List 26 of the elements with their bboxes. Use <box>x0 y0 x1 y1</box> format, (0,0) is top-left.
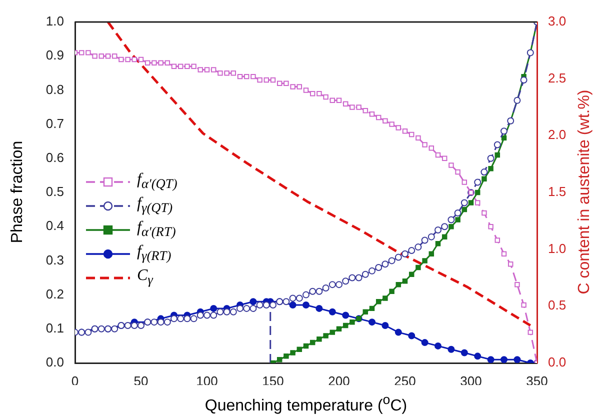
y-tick-label: 1.0 <box>46 14 64 29</box>
y-tick-label: 0.0 <box>46 354 64 370</box>
y-tick-label: 0.2 <box>46 286 64 302</box>
y-tick-label: 0.7 <box>46 116 64 131</box>
y-tick-label: 0.1 <box>46 320 64 336</box>
y-tick-label: 0.3 <box>46 252 64 268</box>
y2-tick-label: 0.5 <box>548 298 566 313</box>
x-axis-title: Quenching temperature ($^{o}$C) <box>204 392 408 416</box>
y2-axis-title: C content in austenite (wt.%) <box>576 90 594 294</box>
y-tick-label: 0.6 <box>46 150 64 165</box>
y-axis-title: Phase fraction <box>9 140 27 244</box>
y2-tick-label: 1.5 <box>548 184 566 200</box>
y-tick-label: 0.4 <box>46 218 64 234</box>
y2-tick-label: 1.0 <box>548 240 566 256</box>
y2-tick-label: 3.0 <box>548 14 566 29</box>
legend-label: f$_{γ(QT)}$ <box>137 195 173 217</box>
legend-label: C$_{γ}$ <box>137 267 153 289</box>
y-tick-label: 0.5 <box>46 184 64 200</box>
y-tick-label: 0.9 <box>46 48 64 63</box>
y2-tick-label: 0.0 <box>548 354 566 370</box>
y-tick-label: 0.8 <box>46 82 64 97</box>
y2-tick-label: 2.5 <box>548 70 566 86</box>
legend-label: f$_{α′(QT)}$ <box>137 171 178 193</box>
legend-label: f$_{γ(RT)}$ <box>137 243 172 265</box>
y2-tick-label: 2.0 <box>548 127 566 142</box>
legend-label: f$_{α′(RT)}$ <box>137 219 176 241</box>
